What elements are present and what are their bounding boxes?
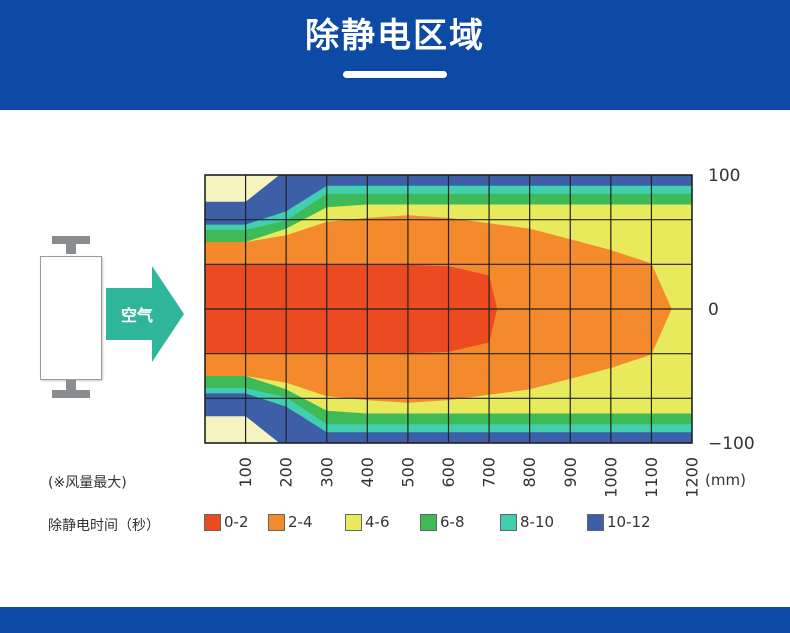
legend-item: 6-8 xyxy=(420,513,465,531)
legend-label: 8-10 xyxy=(520,513,555,531)
x-tick-label: 300 xyxy=(317,457,336,488)
x-tick-label: 600 xyxy=(439,457,458,488)
legend-item: 10-12 xyxy=(587,513,651,531)
ionizer-device-icon xyxy=(38,236,104,400)
x-tick-label: 1200 xyxy=(683,457,702,498)
x-tick-label: 200 xyxy=(277,457,296,488)
legend-swatch xyxy=(587,513,604,531)
airflow-label: 空气 xyxy=(120,306,153,325)
y-tick-label: 100 xyxy=(708,166,740,186)
legend-title: 除静电时间（秒） xyxy=(48,518,160,534)
x-axis-ticks: 100 200 300 400 500 600 700 800 900 1000 1100 1200 xyxy=(236,457,701,498)
footer-banner xyxy=(0,607,790,633)
ionizer-bottom-cap xyxy=(52,390,90,398)
legend-label: 6-8 xyxy=(440,513,465,531)
legend-item: 8-10 xyxy=(500,513,554,531)
legend-label: 0-2 xyxy=(224,513,249,531)
page-title: 除静电区域 xyxy=(305,16,485,56)
x-tick-label: 800 xyxy=(520,457,539,488)
x-tick-label: 400 xyxy=(358,457,377,488)
ionizer-bottom-stem xyxy=(66,380,76,390)
legend-swatch xyxy=(500,513,517,531)
ionizer-top-cap xyxy=(52,236,90,244)
legend-item: 0-2 xyxy=(204,513,249,531)
x-tick-label: 1100 xyxy=(642,457,661,498)
legend-swatch xyxy=(420,513,437,531)
x-tick-label: 900 xyxy=(561,457,580,488)
title-underline xyxy=(343,71,447,78)
ionizer-body xyxy=(40,256,102,380)
x-tick-label: 1000 xyxy=(601,457,620,498)
legend-item: 2-4 xyxy=(268,513,313,531)
x-tick-label: 100 xyxy=(236,457,255,488)
plot-frame xyxy=(204,174,693,444)
legend-swatch xyxy=(345,513,362,531)
ionizer-top-stem xyxy=(66,244,76,254)
legend-swatch xyxy=(204,513,221,531)
y-tick-label: 0 xyxy=(708,300,719,320)
airflow-arrow-icon xyxy=(106,266,184,362)
y-tick-label: −100 xyxy=(708,434,755,454)
legend-label: 4-6 xyxy=(365,513,390,531)
legend-swatch xyxy=(268,513,285,531)
y-axis-ticks: 100 0 −100 xyxy=(708,166,755,454)
legend-label: 2-4 xyxy=(288,513,313,531)
airflow-note: (※风量最大) xyxy=(48,475,127,491)
heatmap-grid xyxy=(204,174,693,444)
header-banner: 除静电区域 xyxy=(0,0,790,110)
legend-label: 10-12 xyxy=(607,513,651,531)
x-tick-label: 500 xyxy=(398,457,417,488)
legend-item: 4-6 xyxy=(345,513,390,531)
x-axis-unit: (mm) xyxy=(705,471,746,489)
x-tick-label: 700 xyxy=(480,457,499,488)
